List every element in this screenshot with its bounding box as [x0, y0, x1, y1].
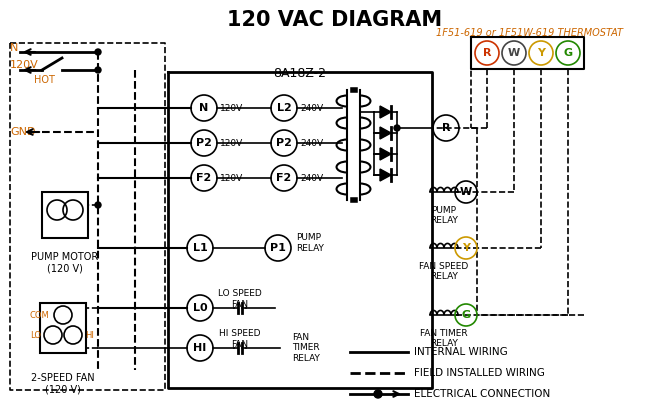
Bar	[42, 192, 88, 238]
Text: 1F51-619 or 1F51W-619 THERMOSTAT: 1F51-619 or 1F51W-619 THERMOSTAT	[436, 28, 624, 38]
Text: 240V: 240V	[300, 173, 323, 183]
Text: HOT: HOT	[34, 75, 54, 85]
Text: PUMP
RELAY: PUMP RELAY	[430, 206, 458, 225]
Text: L1: L1	[193, 243, 208, 253]
Circle shape	[95, 67, 101, 73]
Text: L2: L2	[277, 103, 291, 113]
Text: F2: F2	[276, 173, 291, 183]
Text: 120V: 120V	[220, 103, 243, 112]
Text: LO: LO	[30, 331, 41, 339]
Text: HI: HI	[194, 343, 206, 353]
Circle shape	[394, 125, 400, 131]
Text: INTERNAL WIRING: INTERNAL WIRING	[414, 347, 508, 357]
Text: P2: P2	[196, 138, 212, 148]
Bar	[40, 303, 86, 353]
Text: 8A18Z-2: 8A18Z-2	[273, 67, 326, 80]
Text: FAN
TIMER
RELAY: FAN TIMER RELAY	[292, 333, 320, 363]
Text: HI SPEED
FAN: HI SPEED FAN	[219, 329, 261, 349]
Text: Y: Y	[462, 243, 470, 253]
Text: G: G	[563, 48, 573, 58]
Polygon shape	[380, 148, 391, 160]
Text: W: W	[508, 48, 520, 58]
Text: N: N	[200, 103, 208, 113]
Polygon shape	[380, 106, 391, 118]
Text: FAN SPEED
RELAY: FAN SPEED RELAY	[419, 262, 468, 282]
Circle shape	[95, 202, 101, 208]
Text: 2-SPEED FAN
(120 V): 2-SPEED FAN (120 V)	[31, 373, 95, 395]
Text: G: G	[462, 310, 470, 320]
Text: Y: Y	[537, 48, 545, 58]
Text: 120V: 120V	[10, 60, 39, 70]
Text: P2: P2	[276, 138, 292, 148]
Text: 120V: 120V	[220, 173, 243, 183]
Circle shape	[95, 49, 101, 55]
Text: GND: GND	[10, 127, 36, 137]
Text: COM: COM	[29, 310, 49, 320]
Text: FIELD INSTALLED WIRING: FIELD INSTALLED WIRING	[414, 368, 545, 378]
Polygon shape	[380, 169, 391, 181]
Text: R: R	[483, 48, 491, 58]
Text: PUMP MOTOR
(120 V): PUMP MOTOR (120 V)	[31, 252, 98, 274]
Text: PUMP
RELAY: PUMP RELAY	[296, 233, 324, 253]
Text: W: W	[460, 187, 472, 197]
Text: 120 VAC DIAGRAM: 120 VAC DIAGRAM	[227, 10, 443, 30]
Text: F2: F2	[196, 173, 212, 183]
Text: LO SPEED
FAN: LO SPEED FAN	[218, 289, 262, 309]
Circle shape	[374, 390, 382, 398]
Polygon shape	[380, 127, 391, 139]
Text: FAN TIMER
RELAY: FAN TIMER RELAY	[420, 329, 468, 349]
Text: 120V: 120V	[220, 139, 243, 147]
Text: N: N	[10, 43, 18, 53]
Text: ELECTRICAL CONNECTION: ELECTRICAL CONNECTION	[414, 389, 550, 399]
Text: HI: HI	[85, 331, 94, 339]
Text: L0: L0	[193, 303, 207, 313]
Text: R: R	[442, 123, 450, 133]
Text: 240V: 240V	[300, 139, 323, 147]
Text: P1: P1	[270, 243, 286, 253]
Text: 240V: 240V	[300, 103, 323, 112]
